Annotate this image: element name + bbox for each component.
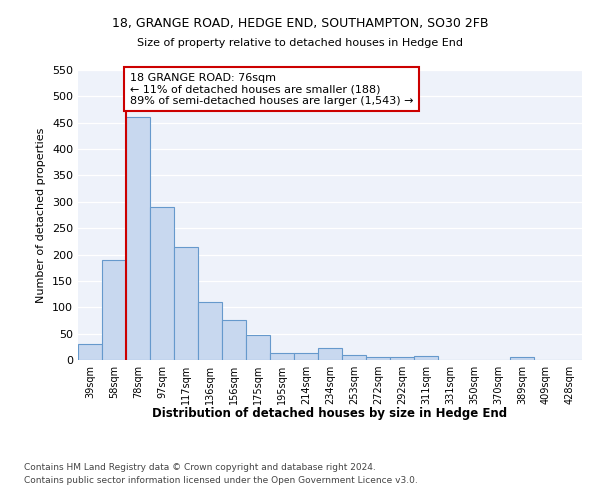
Bar xyxy=(270,352,294,360)
Text: Distribution of detached houses by size in Hedge End: Distribution of detached houses by size … xyxy=(152,408,508,420)
Text: 18 GRANGE ROAD: 76sqm
← 11% of detached houses are smaller (188)
89% of semi-det: 18 GRANGE ROAD: 76sqm ← 11% of detached … xyxy=(130,72,413,106)
Y-axis label: Number of detached properties: Number of detached properties xyxy=(37,128,46,302)
Text: Contains public sector information licensed under the Open Government Licence v3: Contains public sector information licen… xyxy=(24,476,418,485)
Bar xyxy=(390,358,414,360)
Bar xyxy=(510,357,534,360)
Bar xyxy=(318,348,342,360)
Bar xyxy=(342,354,366,360)
Bar xyxy=(414,356,438,360)
Bar xyxy=(126,118,150,360)
Text: 18, GRANGE ROAD, HEDGE END, SOUTHAMPTON, SO30 2FB: 18, GRANGE ROAD, HEDGE END, SOUTHAMPTON,… xyxy=(112,18,488,30)
Bar xyxy=(150,207,174,360)
Bar xyxy=(222,320,246,360)
Text: Size of property relative to detached houses in Hedge End: Size of property relative to detached ho… xyxy=(137,38,463,48)
Bar xyxy=(102,260,126,360)
Bar xyxy=(198,302,222,360)
Bar xyxy=(78,344,102,360)
Bar xyxy=(246,335,270,360)
Bar xyxy=(294,353,318,360)
Bar xyxy=(174,246,198,360)
Bar xyxy=(366,358,390,360)
Text: Contains HM Land Registry data © Crown copyright and database right 2024.: Contains HM Land Registry data © Crown c… xyxy=(24,462,376,471)
